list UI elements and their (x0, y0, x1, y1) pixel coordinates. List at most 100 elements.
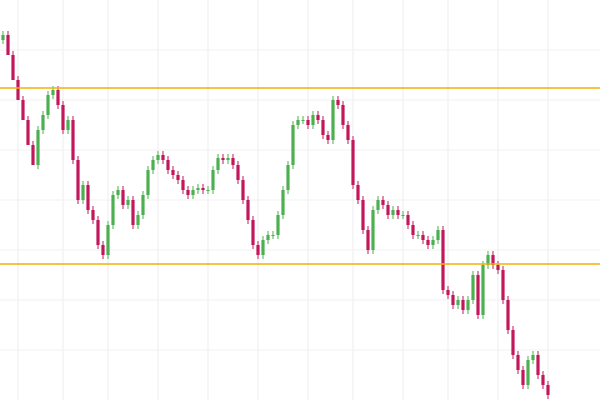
candle-body (196, 188, 200, 190)
candle-body (426, 240, 430, 245)
candle-body (296, 120, 300, 125)
candle-body (201, 188, 205, 190)
candle-body (316, 115, 320, 120)
candle-body (61, 105, 65, 130)
candle-body (526, 360, 530, 385)
candle-body (236, 165, 240, 180)
candle-body (266, 235, 270, 240)
candle-body (66, 120, 70, 130)
candle-body (56, 90, 60, 105)
candle-body (276, 215, 280, 235)
candle-body (506, 300, 510, 330)
candle-body (226, 158, 230, 160)
candle-body (306, 120, 310, 125)
candle-body (256, 245, 260, 255)
candle-body (331, 100, 335, 140)
candle-body (326, 135, 330, 140)
candle-body (366, 230, 370, 250)
candle-body (321, 120, 325, 135)
candle-body (36, 130, 40, 165)
candle-body (11, 55, 15, 80)
candle-body (126, 200, 130, 205)
candle-body (111, 195, 115, 225)
candle-body (311, 115, 315, 125)
candle-body (221, 158, 225, 160)
candle-body (161, 155, 165, 160)
candle-body (511, 330, 515, 355)
candle-body (151, 160, 155, 170)
candle-body (381, 200, 385, 205)
candle-body (16, 80, 20, 100)
candle-body (166, 160, 170, 170)
candle-body (301, 120, 305, 121)
candle-body (176, 175, 180, 180)
candle-body (271, 235, 275, 236)
candle-body (86, 185, 90, 210)
candle-body (206, 190, 210, 191)
candle-body (191, 190, 195, 195)
candle-body (1, 35, 5, 40)
candle-body (451, 295, 455, 305)
candle-body (356, 185, 360, 200)
candle-body (46, 95, 50, 115)
candle-body (471, 275, 475, 300)
candle-body (436, 230, 440, 240)
candle-body (386, 205, 390, 215)
candle-body (241, 180, 245, 200)
candle-body (461, 300, 465, 310)
candle-body (376, 200, 380, 210)
candle-body (446, 290, 450, 295)
candle-body (181, 180, 185, 190)
candle-body (286, 165, 290, 190)
candle-body (516, 355, 520, 370)
candle-body (476, 275, 480, 315)
candle-body (291, 125, 295, 165)
candle-body (521, 370, 525, 385)
candle-body (261, 240, 265, 255)
candle-body (416, 235, 420, 236)
candle-body (441, 230, 445, 290)
candle-body (251, 220, 255, 245)
candle-body (246, 200, 250, 220)
candle-body (371, 210, 375, 250)
candle-body (486, 255, 490, 265)
candle-body (481, 265, 485, 315)
candle-body (116, 190, 120, 195)
candle-body (136, 215, 140, 225)
candle-body (6, 35, 10, 55)
candle-body (71, 120, 75, 160)
candle-body (341, 105, 345, 125)
candle-body (76, 160, 80, 200)
candle-body (541, 375, 545, 385)
candle-body (26, 120, 30, 145)
candle-body (351, 140, 355, 185)
candle-body (211, 170, 215, 190)
candle-body (491, 255, 495, 265)
candle-body (361, 200, 365, 230)
candle-body (546, 385, 550, 395)
candle-body (456, 300, 460, 305)
candle-body (536, 355, 540, 375)
candle-body (81, 185, 85, 200)
candle-body (466, 300, 470, 310)
candle-body (401, 215, 405, 216)
candle-body (231, 158, 235, 165)
candle-body (146, 170, 150, 195)
candle-body (336, 100, 340, 105)
candle-body (281, 190, 285, 215)
candle-body (216, 158, 220, 170)
candle-body (101, 245, 105, 255)
candle-body (406, 215, 410, 225)
candle-body (396, 210, 400, 215)
candle-body (531, 355, 535, 360)
candle-body (391, 210, 395, 215)
candle-body (51, 90, 55, 95)
candle-body (421, 235, 425, 240)
candle-body (411, 225, 415, 235)
candle-body (106, 225, 110, 255)
candle-body (431, 240, 435, 245)
candle-body (121, 190, 125, 205)
candle-body (131, 200, 135, 225)
candle-body (31, 145, 35, 165)
